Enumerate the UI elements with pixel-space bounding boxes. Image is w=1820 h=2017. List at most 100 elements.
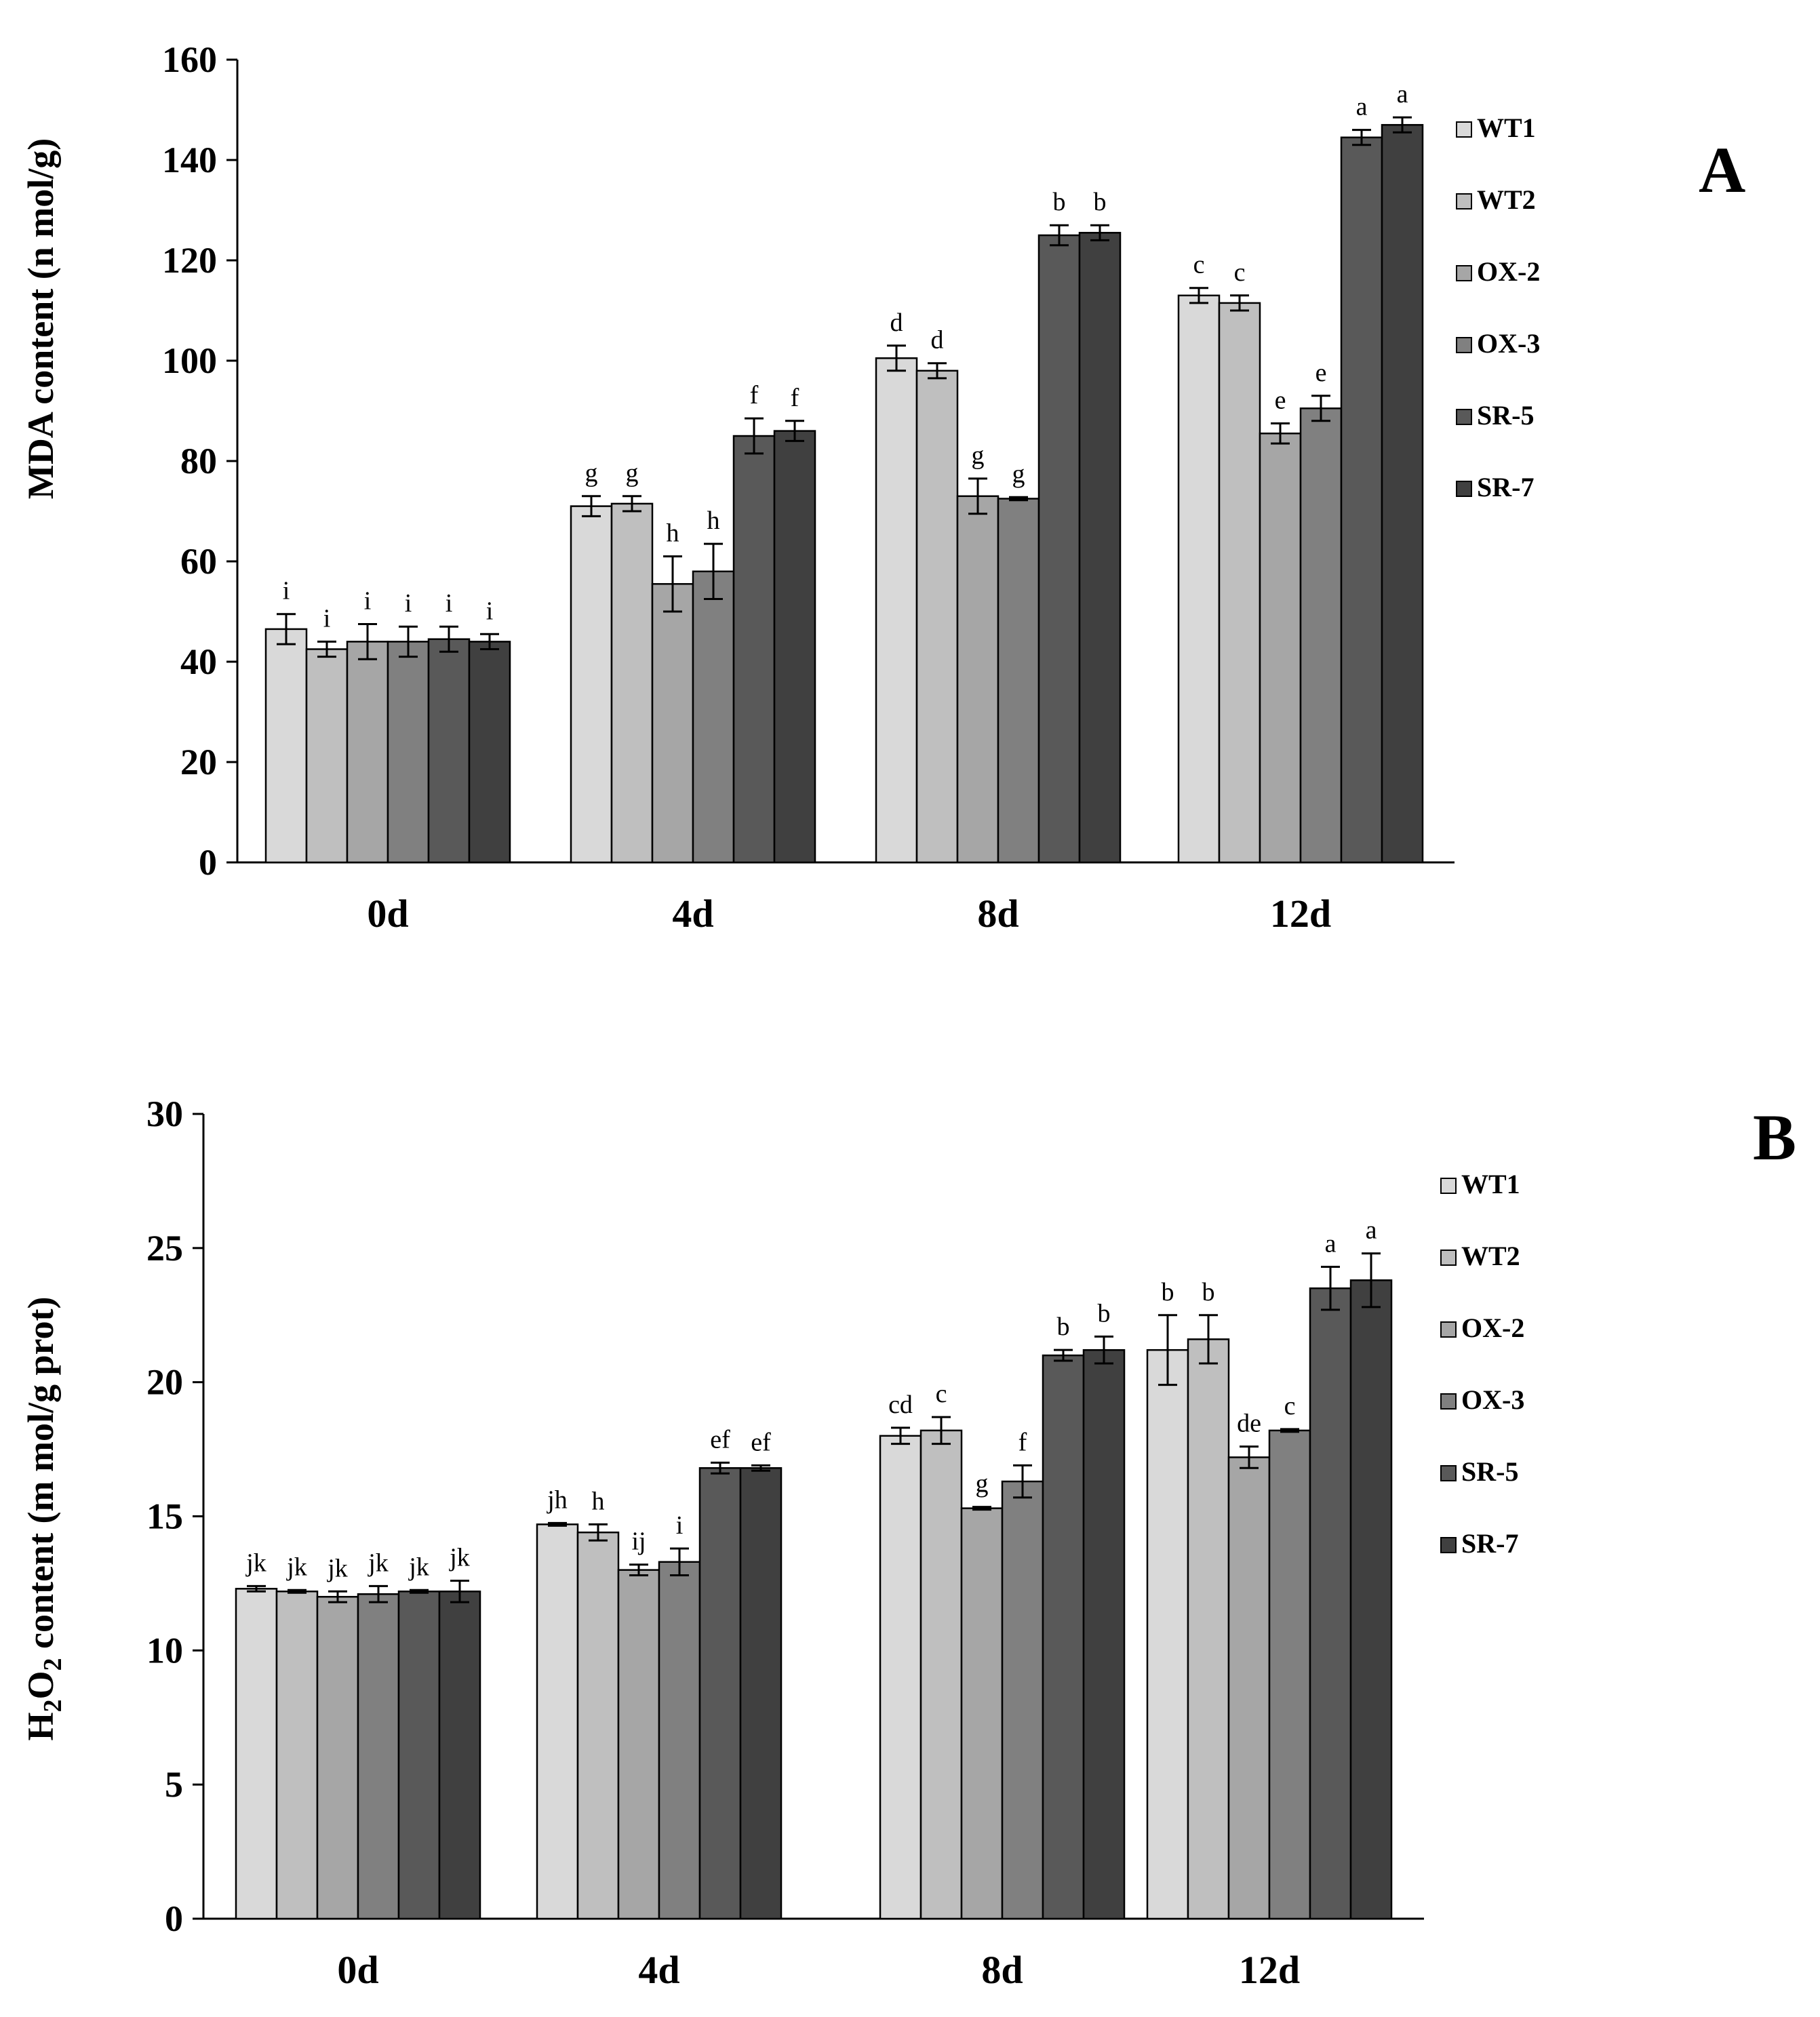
significance-label: a <box>1356 93 1368 121</box>
legend-swatch <box>1440 1393 1457 1410</box>
significance-label: i <box>446 589 453 618</box>
legend-swatch <box>1440 1465 1457 1481</box>
y-axis-title: MDA content (n mol/g) <box>20 138 61 499</box>
x-category-label: 12d <box>1270 892 1331 936</box>
significance-label: i <box>364 587 372 616</box>
x-category-label: 0d <box>337 1948 378 1992</box>
legend-label: OX-3 <box>1461 1384 1524 1415</box>
significance-label: ef <box>710 1425 730 1454</box>
bar <box>1146 1349 1189 1920</box>
bar <box>651 583 694 864</box>
significance-label: g <box>585 459 598 487</box>
legend-label: SR-5 <box>1461 1456 1518 1487</box>
bar <box>427 638 471 864</box>
bar <box>264 628 308 864</box>
legend-label: OX-2 <box>1477 256 1540 287</box>
bar <box>468 641 511 864</box>
significance-label: g <box>972 441 985 470</box>
legend-swatch <box>1456 193 1472 209</box>
significance-label: b <box>1098 1299 1111 1327</box>
legend-swatch <box>1456 481 1472 497</box>
legend-label: SR-5 <box>1477 400 1534 431</box>
bar <box>692 570 735 864</box>
y-tick-label: 100 <box>162 340 217 381</box>
bar <box>1177 294 1221 864</box>
legend-label: WT1 <box>1477 113 1536 143</box>
legend-label: WT1 <box>1461 1169 1520 1199</box>
legend-label: OX-2 <box>1461 1313 1524 1343</box>
y-tick-label: 140 <box>162 140 217 180</box>
y-tick-label: 80 <box>180 441 217 481</box>
bar <box>1187 1338 1230 1920</box>
significance-label: f <box>750 381 759 410</box>
y-tick-label: 25 <box>146 1228 183 1269</box>
panel-b: 0 5 10 15 20 25 30 0d 4d 8d 12d jk jh cd b WT1 jk h c b WT2 j… <box>20 1094 1796 1992</box>
significance-label: a <box>1366 1216 1377 1245</box>
significance-label: b <box>1057 1313 1070 1341</box>
significance-label: c <box>1193 251 1205 279</box>
significance-label: c <box>936 1380 947 1408</box>
legend-swatch <box>1456 337 1472 353</box>
bar <box>1037 234 1081 864</box>
significance-label: f <box>791 384 799 412</box>
y-axis-title-part: H <box>20 1712 61 1740</box>
bar <box>536 1523 579 1920</box>
significance-label: ef <box>751 1428 771 1456</box>
significance-label: b <box>1162 1278 1174 1306</box>
bar <box>956 495 1000 864</box>
significance-label: g <box>1012 460 1025 488</box>
bar <box>275 1591 319 1920</box>
x-category-label: 4d <box>672 892 713 936</box>
legend-label: WT2 <box>1461 1241 1520 1271</box>
significance-label: i <box>486 597 494 625</box>
significance-label: jh <box>546 1485 568 1514</box>
x-category-label: 8d <box>981 1948 1023 1992</box>
bar <box>357 1593 400 1920</box>
bar <box>732 435 776 864</box>
y-tick-label: 20 <box>146 1362 183 1403</box>
bar <box>1349 1279 1393 1920</box>
significance-label: a <box>1325 1230 1337 1258</box>
y-tick-label: 60 <box>180 541 217 582</box>
y-axis-title-subscript: 2 <box>39 1699 67 1712</box>
legend-label: OX-3 <box>1477 328 1540 359</box>
significance-label: jk <box>245 1549 266 1577</box>
legend-swatch <box>1440 1250 1457 1266</box>
significance-label: b <box>1053 188 1066 216</box>
panel-letter: A <box>1699 134 1745 206</box>
significance-label: jk <box>285 1553 307 1581</box>
bar <box>1268 1429 1311 1920</box>
y-axis-title: H2O2 content (m mol/g prot) <box>20 1297 67 1741</box>
y-tick-label: 0 <box>165 1898 183 1939</box>
bar <box>316 1595 359 1920</box>
x-category-label: 12d <box>1239 1948 1300 1992</box>
bar <box>617 1569 660 1920</box>
legend-swatch <box>1440 1537 1457 1553</box>
significance-label: de <box>1237 1410 1261 1438</box>
y-tick-label: 5 <box>165 1764 183 1805</box>
significance-label: cd <box>888 1391 913 1419</box>
y-axis-title-part: content (m mol/g prot) <box>20 1297 61 1658</box>
y-tick-label: 120 <box>162 240 217 281</box>
legend-swatch <box>1456 409 1472 425</box>
significance-label: g <box>976 1470 989 1498</box>
significance-label: h <box>667 519 679 548</box>
y-tick-label: 0 <box>199 842 217 883</box>
bar <box>1227 1456 1271 1920</box>
significance-label: jk <box>408 1553 429 1581</box>
significance-label: jk <box>448 1543 470 1572</box>
legend-label: SR-7 <box>1477 472 1534 502</box>
bar <box>576 1531 620 1920</box>
bar <box>919 1429 963 1920</box>
bar <box>1082 1349 1126 1920</box>
significance-label: d <box>890 308 903 337</box>
bar <box>739 1467 783 1920</box>
bar <box>960 1507 1004 1920</box>
x-category-label: 0d <box>367 892 408 936</box>
y-tick-label: 15 <box>146 1496 183 1537</box>
bar <box>1340 136 1383 864</box>
bar <box>346 641 389 864</box>
legend-swatch <box>1456 121 1472 138</box>
y-tick-label: 160 <box>162 39 217 80</box>
